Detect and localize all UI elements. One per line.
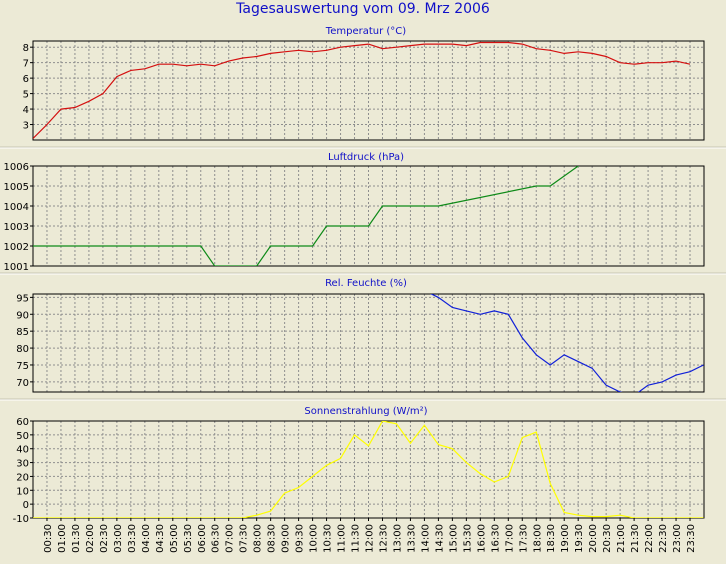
x-tick-label: 09:00	[281, 524, 292, 553]
plot-frame	[32, 165, 705, 267]
x-tick-label: 18:30	[546, 524, 557, 553]
y-tick-label: 7	[23, 59, 29, 70]
x-tick-label: 07:00	[225, 524, 236, 553]
y-tick-label: 1002	[4, 242, 29, 253]
panel-title: Rel. Feuchte (%)	[325, 278, 407, 289]
grid-lines	[33, 41, 704, 140]
chart-panel-1: Temperatur (°C) 3 4 5 6 7 8	[0, 26, 726, 149]
time-axis: 00:30 01:00 01:30 02:00 02:30 03:00 03:30 04:00…	[43, 518, 697, 553]
x-tick-label: 02:00	[85, 524, 96, 553]
y-tick-label: 70	[16, 378, 29, 389]
y-tick-label: 20	[16, 472, 29, 483]
chart-panel-4: Sonnenstrahlung (W/m²) -10 0 10 20 30 40 50 60	[13, 406, 705, 525]
x-tick-label: 11:30	[351, 524, 362, 553]
x-tick-label: 08:30	[267, 524, 278, 553]
y-tick-label: 85	[16, 327, 29, 338]
x-tick-label: 03:00	[113, 524, 124, 553]
y-tick-label: 40	[16, 445, 29, 456]
x-tick-label: 22:00	[644, 524, 655, 553]
series-line	[430, 294, 704, 392]
x-tick-label: 07:30	[239, 524, 250, 553]
panel-title: Sonnenstrahlung (W/m²)	[304, 406, 427, 417]
series-line	[33, 166, 580, 266]
x-tick-label: 21:30	[630, 524, 641, 553]
x-tick-label: 15:00	[448, 524, 459, 553]
y-tick-label: 80	[16, 344, 29, 355]
page-title: Tagesauswertung vom 09. Mrz 2006	[235, 1, 490, 17]
panel-title: Temperatur (°C)	[325, 26, 406, 37]
y-tick-label: 0	[23, 500, 29, 511]
y-tick-label: 1005	[4, 182, 29, 193]
y-tick-label: 60	[16, 417, 29, 428]
x-tick-label: 23:00	[672, 524, 683, 553]
x-tick-label: 03:30	[127, 524, 138, 553]
x-tick-label: 05:00	[169, 524, 180, 553]
x-tick-label: 13:30	[406, 524, 417, 553]
x-tick-label: 16:30	[490, 524, 501, 553]
x-tick-label: 14:00	[420, 524, 431, 553]
x-tick-label: 04:00	[141, 524, 152, 553]
plot-frame	[32, 40, 705, 141]
grid-lines	[33, 165, 704, 267]
x-tick-label: 14:30	[434, 524, 445, 553]
x-tick-label: 23:30	[686, 524, 697, 553]
grid-lines	[33, 294, 704, 392]
chart-panel-2: Luftdruck (hPa) 1001 1002 1003 1004 1005 1006	[0, 152, 726, 275]
x-tick-label: 17:00	[504, 524, 515, 553]
x-tick-label: 21:00	[616, 524, 627, 553]
y-tick-label: 5	[23, 90, 29, 101]
plot-frame	[32, 293, 705, 393]
x-tick-label: 22:30	[658, 524, 669, 553]
y-tick-label: 95	[16, 293, 29, 304]
x-tick-label: 01:00	[57, 524, 68, 553]
x-tick-label: 20:30	[602, 524, 613, 553]
y-tick-label: 4	[23, 105, 29, 116]
series-line	[33, 421, 704, 518]
x-tick-label: 12:00	[365, 524, 376, 553]
x-tick-label: 11:00	[337, 524, 348, 553]
y-tick-label: 50	[16, 431, 29, 442]
x-tick-label: 00:30	[43, 524, 54, 553]
chart-panel-3: Rel. Feuchte (%) 70 75 80 85 90 95	[0, 278, 726, 401]
y-tick-label: 8	[23, 43, 29, 54]
x-tick-label: 02:30	[99, 524, 110, 553]
x-tick-label: 13:00	[392, 524, 403, 553]
x-tick-label: 10:00	[309, 524, 320, 553]
x-tick-label: 20:00	[588, 524, 599, 553]
x-tick-label: 01:30	[71, 524, 82, 553]
x-tick-label: 19:30	[574, 524, 585, 553]
grid-lines	[33, 420, 704, 519]
x-tick-label: 16:00	[476, 524, 487, 553]
y-tick-label: 90	[16, 310, 29, 321]
x-tick-label: 17:30	[518, 524, 529, 553]
x-tick-label: 18:00	[532, 524, 543, 553]
y-tick-label: 1001	[4, 262, 29, 273]
x-tick-label: 04:30	[155, 524, 166, 553]
y-tick-label: 1006	[4, 162, 29, 173]
x-tick-label: 15:30	[462, 524, 473, 553]
x-tick-label: 09:30	[295, 524, 306, 553]
x-tick-label: 12:30	[378, 524, 389, 553]
panel-title: Luftdruck (hPa)	[328, 152, 404, 163]
y-tick-label: 1003	[4, 222, 29, 233]
series-line	[33, 41, 691, 139]
y-tick-label: 6	[23, 74, 29, 85]
y-tick-label: 30	[16, 459, 29, 470]
x-tick-label: 08:00	[253, 524, 264, 553]
x-tick-label: 05:30	[183, 524, 194, 553]
y-tick-label: 10	[16, 486, 29, 497]
x-tick-label: 19:00	[560, 524, 571, 553]
y-tick-label: 75	[16, 361, 29, 372]
x-tick-label: 10:30	[323, 524, 334, 553]
x-tick-label: 06:30	[211, 524, 222, 553]
y-tick-label: -10	[13, 514, 29, 525]
x-tick-label: 06:00	[197, 524, 208, 553]
y-tick-label: 3	[23, 121, 29, 132]
y-tick-label: 1004	[4, 202, 29, 213]
